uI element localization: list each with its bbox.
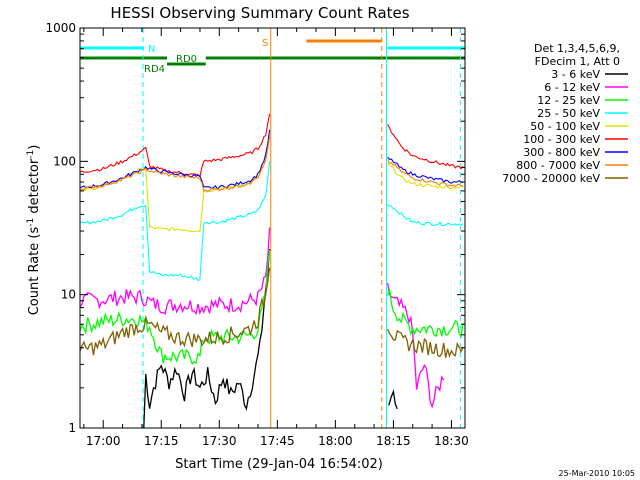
x-tick-label-5: 18:15: [376, 434, 411, 448]
y-tick-label-1: 10: [61, 288, 76, 302]
x-tick-label-0: 17:00: [86, 434, 121, 448]
legend-label-7: 800 - 7000 keV: [516, 159, 600, 172]
y-axis-label-sup1: -1: [26, 218, 36, 227]
plot-area: [80, 28, 465, 428]
y-axis-label-end: ): [27, 145, 42, 150]
flag-bars: N S RD0 RD4: [80, 38, 465, 75]
x-tick-label-3: 17:45: [260, 434, 295, 448]
legend-label-0: 3 - 6 keV: [551, 68, 600, 81]
y-axis-label-sup2: -1: [26, 150, 36, 159]
flag-label-rd0: RD0: [176, 54, 197, 65]
x-axis-label: Start Time (29-Jan-04 16:54:02): [175, 457, 383, 472]
footer-timestamp: 25-Mar-2010 10:05: [559, 469, 636, 478]
legend: Det 1,3,4,5,6,9,FDecim 1, Att 03 - 6 keV…: [502, 42, 628, 185]
y-tick-label-0: 1: [68, 421, 76, 435]
legend-label-5: 100 - 300 keV: [523, 133, 600, 146]
y-tick-label-3: 1000: [45, 21, 76, 35]
x-tick-label-2: 17:30: [202, 434, 237, 448]
series-line-5: [79, 113, 464, 179]
legend-header-1: FDecim 1, Att 0: [535, 55, 620, 68]
legend-header-0: Det 1,3,4,5,6,9,: [534, 42, 620, 55]
y-tick-label-2: 100: [53, 154, 76, 168]
plot-background: [80, 28, 465, 428]
series-line-7: [79, 136, 464, 193]
x-tick-label-1: 17:15: [144, 434, 179, 448]
legend-label-2: 12 - 25 keV: [537, 94, 600, 107]
legend-label-6: 300 - 800 keV: [523, 146, 600, 159]
y-axis-label: Count Rate (s-1 detector-1): [26, 145, 42, 316]
x-tick-label-6: 18:30: [434, 434, 469, 448]
flag-label-n: N: [148, 44, 155, 55]
series-line-2: [79, 249, 464, 366]
legend-label-8: 7000 - 20000 keV: [502, 172, 600, 185]
series-line-6: [79, 129, 464, 190]
transition-lines: [79, 28, 461, 428]
series-line-0: [143, 249, 398, 429]
flag-label-rd4: RD4: [144, 64, 165, 75]
flag-label-s: S: [262, 38, 268, 49]
series-line-8: [79, 267, 464, 359]
x-tick-label-4: 18:00: [318, 434, 353, 448]
series-line-1: [79, 227, 445, 409]
legend-label-4: 50 - 100 keV: [530, 120, 600, 133]
plot-frame: [79, 27, 466, 429]
y-axis-label-mid: detector: [27, 158, 42, 218]
legend-label-3: 25 - 50 keV: [537, 107, 600, 120]
series-line-3: [79, 160, 464, 282]
series-lines: [79, 113, 464, 429]
legend-label-1: 6 - 12 keV: [544, 81, 600, 94]
y-axis-label-main: Count Rate (s: [27, 227, 42, 316]
axes: 1 10 100 1000 17:00 17:15 17:30 17:45 18:00 18:15…: [45, 21, 468, 448]
chart-title: HESSI Observing Summary Count Rates: [110, 4, 409, 22]
